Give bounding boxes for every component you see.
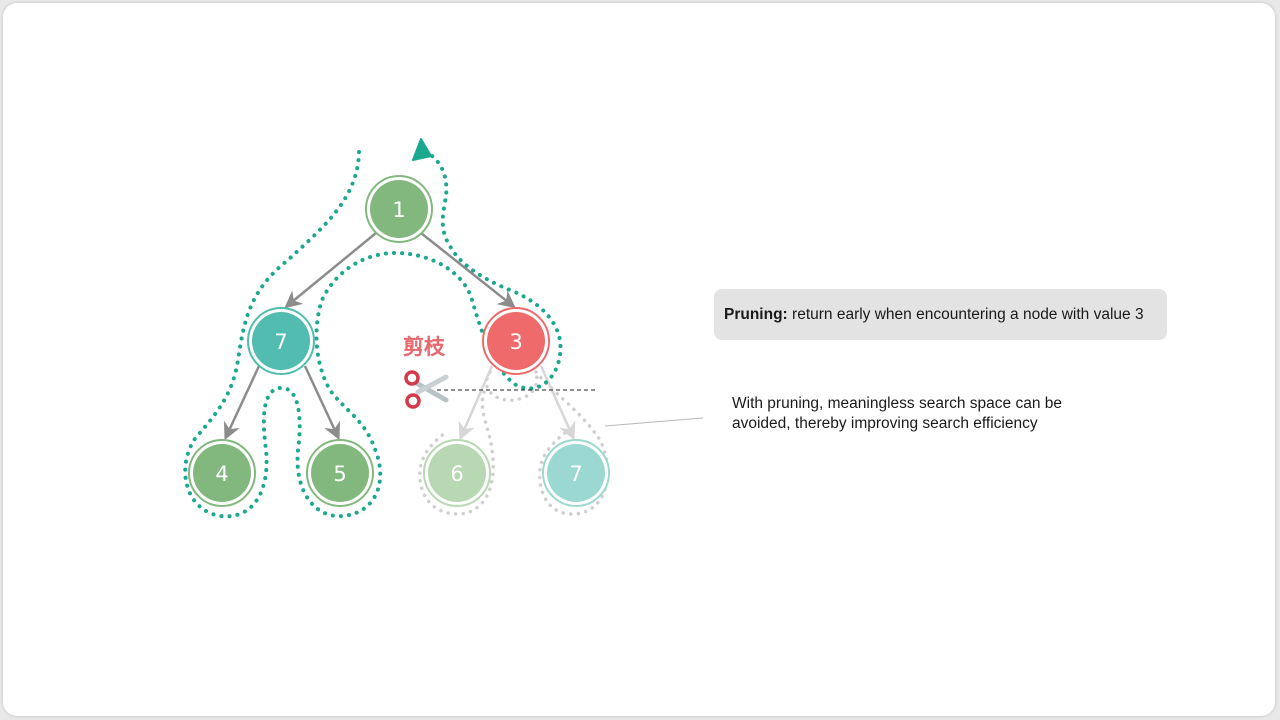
pruning-callout: Pruning: return early when encountering …: [714, 289, 1167, 340]
node-value: 5: [333, 462, 346, 486]
tree-edges: [223, 232, 516, 441]
search-path: [183, 150, 563, 519]
tree-node-n3: 3: [482, 307, 550, 375]
callout-title: Pruning:: [724, 305, 788, 323]
edge-7-5: [303, 365, 341, 441]
pruned-search-path: [418, 370, 610, 516]
tree-node-n5: 5: [306, 439, 374, 507]
node-value: 7: [274, 330, 287, 354]
note-leader-line: [604, 417, 704, 427]
prune-label: 剪枝: [403, 335, 446, 359]
path-arrowhead-icon: [412, 138, 432, 161]
node-value: 3: [509, 330, 522, 354]
edge-3-6: [458, 365, 494, 441]
node-value: 6: [450, 462, 463, 486]
tree-node-n4: 4: [188, 439, 256, 507]
edge-1-7: [284, 232, 377, 309]
scissors-icon: [404, 370, 449, 409]
tree-node-n7b: 7: [542, 439, 610, 507]
edge-7-4: [223, 365, 261, 441]
diagram-canvas: [3, 3, 1275, 716]
node-value: 1: [392, 198, 405, 222]
node-value: 4: [215, 462, 228, 486]
tree-nodes: 1 7 3 4 5 6 7: [188, 175, 610, 507]
node-value: 7: [569, 462, 582, 486]
tree-node-n6: 6: [423, 439, 491, 507]
pruning-note: With pruning, meaningless search space c…: [732, 395, 1062, 432]
tree-node-n1: 1: [365, 175, 433, 243]
edge-1-3: [420, 232, 516, 309]
edge-3-7: [539, 365, 576, 441]
pruned-edges: [458, 365, 576, 441]
tree-node-n7a: 7: [247, 307, 315, 375]
callout-text: return early when encountering a node wi…: [792, 305, 1144, 323]
